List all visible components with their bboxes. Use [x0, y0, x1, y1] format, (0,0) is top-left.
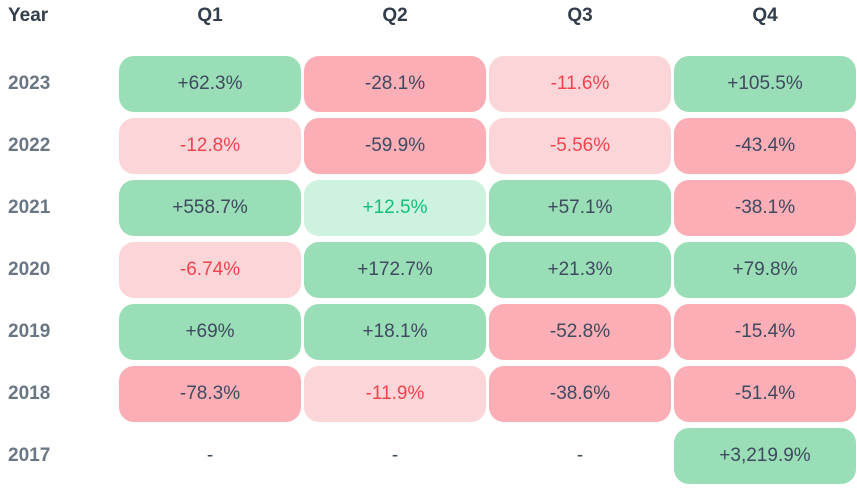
- return-cell: +69%: [119, 304, 301, 360]
- return-cell: +21.3%: [489, 242, 671, 298]
- return-cell: +57.1%: [489, 180, 671, 236]
- return-cell: -12.8%: [119, 118, 301, 174]
- return-cell: +558.7%: [119, 180, 301, 236]
- return-cell: -38.1%: [674, 180, 856, 236]
- empty-return-cell: -: [391, 445, 399, 466]
- quarter-header-q2: Q2: [382, 5, 408, 26]
- return-cell: +18.1%: [304, 304, 486, 360]
- return-cell: -5.56%: [489, 118, 671, 174]
- year-label: 2023: [8, 73, 51, 94]
- return-cell: -15.4%: [674, 304, 856, 360]
- return-cell: -78.3%: [119, 366, 301, 422]
- year-label: 2022: [8, 135, 51, 156]
- year-label: 2019: [8, 321, 51, 342]
- year-label: 2017: [8, 445, 51, 466]
- quarter-header-q1: Q1: [197, 5, 223, 26]
- empty-return-cell: -: [206, 445, 214, 466]
- year-label: 2021: [8, 197, 51, 218]
- year-label: 2018: [8, 383, 51, 404]
- return-cell: -51.4%: [674, 366, 856, 422]
- return-cell: -43.4%: [674, 118, 856, 174]
- return-cell: +172.7%: [304, 242, 486, 298]
- quarter-header-q3: Q3: [567, 5, 593, 26]
- return-cell: -28.1%: [304, 56, 486, 112]
- return-cell: -52.8%: [489, 304, 671, 360]
- return-cell: -38.6%: [489, 366, 671, 422]
- return-cell: +12.5%: [304, 180, 486, 236]
- return-cell: -11.9%: [304, 366, 486, 422]
- return-cell: -59.9%: [304, 118, 486, 174]
- return-cell: +62.3%: [119, 56, 301, 112]
- return-cell: -11.6%: [489, 56, 671, 112]
- year-column-header: Year: [8, 5, 49, 26]
- year-label: 2020: [8, 259, 51, 280]
- return-cell: +3,219.9%: [674, 428, 856, 484]
- return-cell: -6.74%: [119, 242, 301, 298]
- quarter-header-q4: Q4: [752, 5, 778, 26]
- return-cell: +105.5%: [674, 56, 856, 112]
- return-cell: +79.8%: [674, 242, 856, 298]
- empty-return-cell: -: [576, 445, 584, 466]
